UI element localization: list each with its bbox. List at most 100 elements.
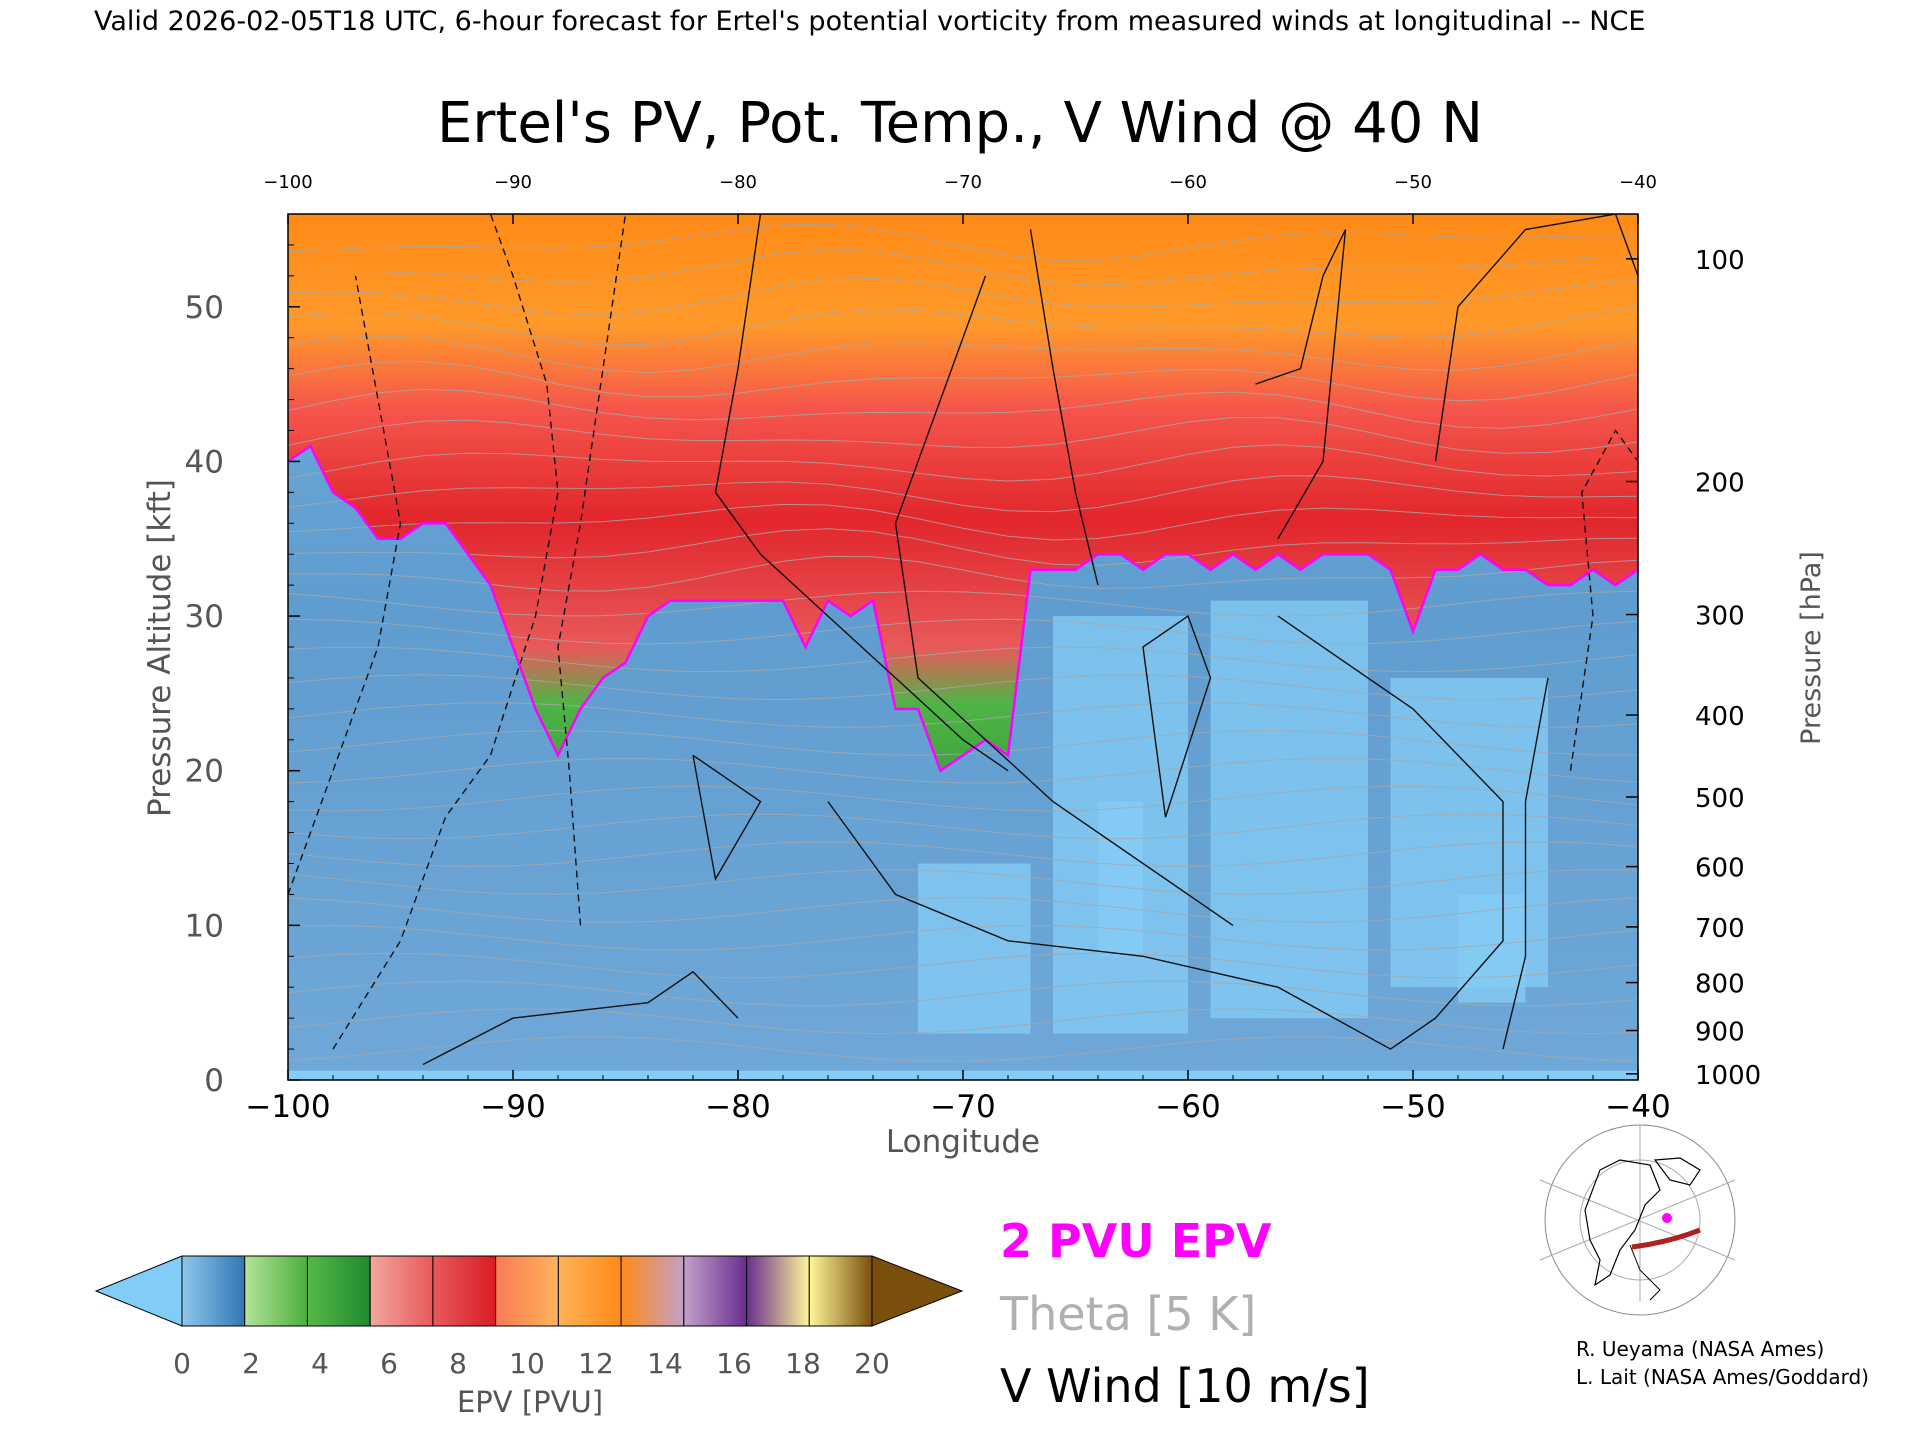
pressure-tick-label: 300 <box>1695 602 1745 632</box>
x-tick-label: −90 <box>480 1089 545 1125</box>
locator-map <box>1539 1124 1736 1316</box>
v-wind-contour-line <box>557 214 627 926</box>
v-wind-contour-line <box>1142 615 1212 818</box>
colorbar-tick-label: 20 <box>854 1347 890 1380</box>
y-axis-label: Pressure Altitude [kft] <box>142 479 178 817</box>
plot-area <box>288 214 1638 1080</box>
colorbar-tick-label: 12 <box>578 1347 614 1380</box>
v-wind-contour-line <box>827 615 1504 1050</box>
y-tick-label: 50 <box>185 290 224 326</box>
locator-coastline-greenland <box>1653 1157 1701 1186</box>
x-top-tick-label: −70 <box>944 172 982 193</box>
axes: −100 −100 −90 −90 −80 −80 −70 −70 −60 −60 −50 −50 −4… <box>185 172 1762 1125</box>
colorbar-segment <box>808 1255 873 1327</box>
y2-axis-label: Pressure [hPa] <box>1796 551 1827 745</box>
colorbar-segment <box>557 1255 622 1327</box>
credit-line-2: L. Lait (NASA Ames/Goddard) <box>1576 1365 1869 1389</box>
colorbar-tick-label: 18 <box>785 1347 821 1380</box>
v-wind-contour-line <box>288 275 402 895</box>
colorbar-segment <box>432 1255 497 1327</box>
theta-contour-line <box>288 444 1638 482</box>
colorbar-under-arrow <box>94 1255 183 1327</box>
colorbar-tick-label: 10 <box>509 1347 545 1380</box>
pressure-tick-label: 200 <box>1695 469 1745 499</box>
theta-legend-label: Theta [5 K] <box>999 1287 1256 1341</box>
theta-contour-line <box>288 388 1638 429</box>
v-wind-contour-line <box>1569 429 1638 771</box>
colorbar-segment <box>306 1255 371 1327</box>
y-tick-label: 10 <box>185 908 224 944</box>
theta-contour-line <box>288 674 1638 701</box>
colorbar-tick-label: 6 <box>380 1347 398 1380</box>
pressure-tick-label: 1000 <box>1695 1061 1761 1091</box>
y-tick-label: 30 <box>185 599 224 635</box>
theta-contour-line <box>288 757 1638 784</box>
v-wind-contour-line <box>1255 229 1347 540</box>
colorbar-title: EPV [PVU] <box>457 1385 603 1419</box>
colorbar-segment <box>181 1255 246 1327</box>
locator-cross-section-path <box>1631 1227 1701 1250</box>
colorbar: 0 2 4 6 8 10 12 14 16 18 20 <box>94 1255 964 1380</box>
x-top-tick-label: −60 <box>1169 172 1207 193</box>
theta-contour-line <box>288 360 1638 402</box>
colorbar-tick-label: 14 <box>647 1347 683 1380</box>
theta-contour-line <box>288 590 1638 617</box>
theta-contour-line <box>288 924 1638 951</box>
locator-marker <box>1662 1213 1672 1223</box>
locator-meridian-3 <box>1539 1179 1736 1261</box>
low-pv-patch <box>1210 600 1368 1019</box>
colorbar-tick-label: 16 <box>716 1347 752 1380</box>
colorbar-tick-label: 4 <box>311 1347 329 1380</box>
colorbar-over-arrow <box>871 1255 964 1327</box>
low-pv-patch <box>1098 801 1143 957</box>
theta-contour-line <box>288 249 1638 286</box>
locator-map-background <box>1540 1150 1735 1302</box>
theta-contour-line <box>288 980 1638 1007</box>
x-tick-label: −40 <box>1605 1089 1670 1125</box>
pressure-tick-label: 500 <box>1695 784 1745 814</box>
v-wind-contours <box>288 214 1638 1066</box>
stratosphere-fill <box>288 214 1638 771</box>
theta-contour-line <box>288 896 1638 923</box>
theta-contour-line <box>288 307 1638 346</box>
y-tick-label: 40 <box>185 444 224 480</box>
low-pv-patch <box>1458 894 1526 1003</box>
x-tick-label: −60 <box>1155 1089 1220 1125</box>
theta-contour-line <box>288 1036 1638 1062</box>
colorbar-segment <box>369 1255 434 1327</box>
y-tick-label: 0 <box>204 1063 224 1099</box>
x-top-tick-label: −40 <box>1619 172 1657 193</box>
low-pv-patch <box>918 863 1031 1034</box>
x-tick-label: −50 <box>1380 1089 1445 1125</box>
theta-contours <box>288 223 1638 1062</box>
x-top-tick-label: −50 <box>1394 172 1432 193</box>
wind-legend-label: V Wind [10 m/s] <box>1000 1359 1370 1413</box>
v-wind-contour-line <box>1029 229 1099 586</box>
colorbar-segment <box>244 1255 308 1327</box>
colorbar-tick-label: 0 <box>173 1347 191 1380</box>
v-wind-contour-line <box>422 970 739 1066</box>
x-tick-label: −80 <box>705 1089 770 1125</box>
pressure-tick-label: 100 <box>1695 246 1745 276</box>
theta-contour-line <box>288 277 1638 316</box>
pressure-tick-label: 600 <box>1695 854 1745 884</box>
theta-contour-line <box>288 1008 1638 1035</box>
colorbar-tick-label: 2 <box>242 1347 260 1380</box>
x-axis-label: Longitude <box>886 1124 1040 1160</box>
x-tick-label: −100 <box>245 1089 330 1125</box>
theta-contour-line <box>288 528 1638 566</box>
pv2-tropopause-contour <box>288 444 1638 773</box>
locator-coastline-sa <box>1629 1244 1661 1301</box>
theta-contour-line <box>288 646 1638 673</box>
chart-title: Ertel's PV, Pot. Temp., V Wind @ 40 N <box>437 91 1483 156</box>
theta-contour-line <box>288 475 1638 513</box>
theta-contour-line <box>288 841 1638 868</box>
colorbar-segment <box>683 1255 748 1327</box>
theta-contour-line <box>288 223 1638 261</box>
colorbar-tick-label: 8 <box>449 1347 467 1380</box>
valid-time-caption: Valid 2026-02-05T18 UTC, 6-hour forecast… <box>94 6 1645 37</box>
pv-legend-label: 2 PVU EPV <box>1000 1214 1272 1268</box>
theta-contour-line <box>288 702 1638 728</box>
pressure-tick-label: 900 <box>1695 1018 1745 1048</box>
